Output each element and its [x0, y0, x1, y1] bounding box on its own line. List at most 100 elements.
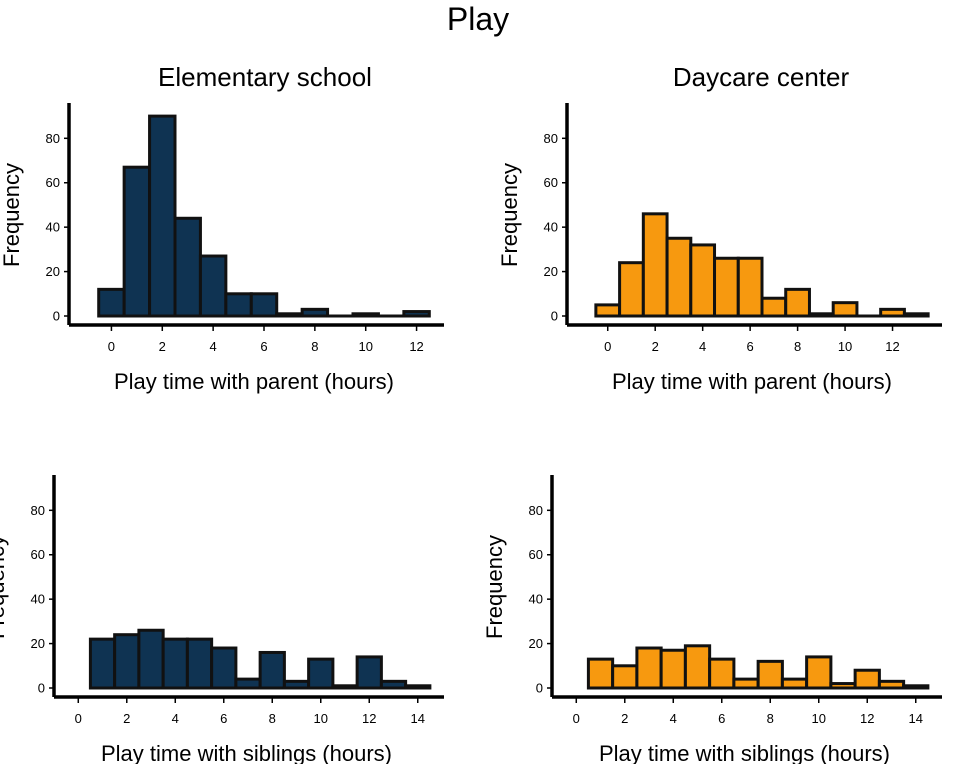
x-tick-label: 0: [75, 711, 82, 726]
x-tick-label: 0: [108, 339, 115, 354]
histogram-bar: [881, 309, 905, 316]
x-tick-label: 6: [747, 339, 754, 354]
x-tick-label: 10: [358, 339, 372, 354]
column-title-daycare: Daycare center: [673, 62, 850, 92]
x-tick-label: 2: [652, 339, 659, 354]
y-axis-title: Frequency: [0, 163, 24, 267]
histogram-bar: [150, 116, 175, 316]
x-tick-label: 4: [172, 711, 179, 726]
y-tick-label: 40: [544, 220, 558, 235]
y-tick-label: 20: [46, 264, 60, 279]
y-axis-title: Frequency: [497, 163, 522, 267]
histogram-bar: [260, 652, 284, 688]
x-tick-label: 2: [159, 339, 166, 354]
histogram-bar: [406, 686, 430, 688]
histogram-bar: [200, 256, 225, 316]
histogram-bar: [353, 314, 378, 316]
histogram-bar: [904, 686, 928, 688]
y-tick-label: 40: [529, 592, 543, 607]
x-tick-label: 4: [210, 339, 217, 354]
x-tick-label: 8: [767, 711, 774, 726]
x-tick-label: 12: [860, 711, 874, 726]
histogram-bar: [620, 263, 644, 316]
histogram-bar: [99, 289, 124, 316]
histogram-bar: [879, 681, 903, 688]
histogram-bar: [124, 167, 149, 316]
x-tick-label: 0: [604, 339, 611, 354]
x-tick-label: 6: [718, 711, 725, 726]
histogram-bar: [187, 639, 211, 688]
x-tick-label: 12: [362, 711, 376, 726]
x-tick-label: 4: [670, 711, 677, 726]
histogram-bar: [357, 657, 381, 688]
histogram-bar: [637, 648, 661, 688]
y-axis-title: Frequency: [0, 535, 9, 639]
x-tick-label: 12: [885, 339, 899, 354]
histogram-bar: [691, 245, 715, 316]
figure-title: Play: [447, 1, 509, 37]
histogram-bar: [734, 679, 758, 688]
histogram-bar: [782, 679, 806, 688]
histogram-bar: [163, 639, 187, 688]
x-tick-label: 14: [411, 711, 425, 726]
histogram-bar: [855, 670, 879, 688]
y-tick-label: 40: [31, 592, 45, 607]
histogram-bar: [738, 258, 762, 316]
histogram-bar: [381, 681, 405, 688]
x-axis-title: Play time with parent (hours): [612, 369, 892, 394]
x-axis-title: Play time with parent (hours): [114, 369, 394, 394]
y-tick-label: 20: [529, 636, 543, 651]
histogram-bar: [236, 679, 260, 688]
x-tick-label: 10: [812, 711, 826, 726]
x-axis-title: Play time with siblings (hours): [101, 741, 392, 764]
x-tick-label: 12: [409, 339, 423, 354]
y-axis-title: Frequency: [482, 535, 507, 639]
histogram-bar: [715, 258, 739, 316]
y-tick-label: 60: [529, 547, 543, 562]
histogram-bar: [831, 684, 855, 688]
histogram-bar: [596, 305, 620, 316]
histogram-bar: [115, 635, 139, 688]
y-tick-label: 60: [46, 175, 60, 190]
histogram-bar: [762, 298, 786, 316]
x-tick-label: 2: [123, 711, 130, 726]
histogram-bar: [212, 648, 236, 688]
histogram-bar: [309, 659, 333, 688]
histogram-bar: [251, 294, 276, 316]
histogram-bar: [302, 309, 327, 316]
y-tick-label: 20: [31, 636, 45, 651]
histogram-bar: [404, 312, 429, 316]
histogram-bar: [333, 686, 357, 688]
x-tick-label: 4: [699, 339, 706, 354]
histogram-bar: [904, 314, 928, 316]
x-tick-label: 10: [838, 339, 852, 354]
y-tick-label: 0: [551, 309, 558, 324]
y-tick-label: 80: [31, 503, 45, 518]
x-tick-label: 8: [269, 711, 276, 726]
x-tick-label: 6: [220, 711, 227, 726]
x-tick-label: 8: [311, 339, 318, 354]
histogram-bar: [667, 238, 691, 316]
x-tick-label: 14: [909, 711, 923, 726]
histogram-bar: [786, 289, 810, 316]
y-tick-label: 40: [46, 220, 60, 235]
histogram-bar: [685, 646, 709, 688]
column-title-elementary: Elementary school: [158, 62, 372, 92]
histogram-bar: [661, 650, 685, 688]
histogram-bar: [284, 681, 308, 688]
histogram-bar: [643, 214, 667, 316]
histogram-bar: [807, 657, 831, 688]
histogram-bar: [90, 639, 114, 688]
histogram-bar: [758, 661, 782, 688]
y-tick-label: 80: [46, 131, 60, 146]
y-tick-label: 60: [544, 175, 558, 190]
y-tick-label: 80: [529, 503, 543, 518]
x-tick-label: 2: [621, 711, 628, 726]
